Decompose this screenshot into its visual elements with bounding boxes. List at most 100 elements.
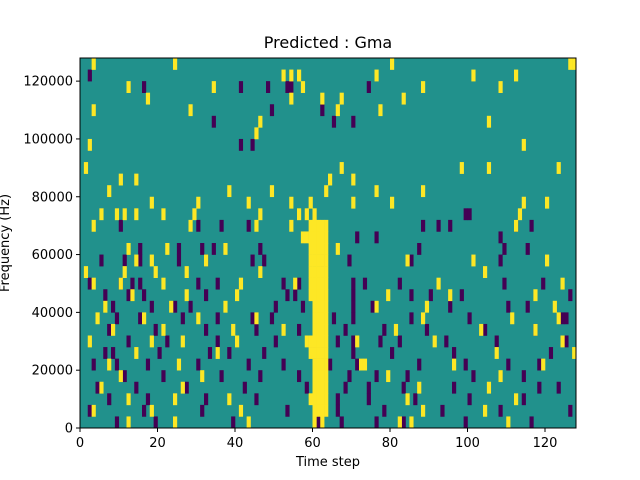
heatmap-cell-low xyxy=(331,312,337,325)
heatmap-cell-high xyxy=(308,254,313,267)
heatmap-cell-low xyxy=(452,347,457,359)
heatmap-cell-low xyxy=(374,231,379,244)
heatmap-cell-high xyxy=(91,219,96,232)
heatmap-cell-low xyxy=(409,289,414,302)
heatmap-cell-high xyxy=(99,381,104,394)
heatmap-cell-high xyxy=(533,289,538,302)
heatmap-cell-low xyxy=(448,219,453,232)
y-axis-label: Frequency (Hz) xyxy=(0,194,13,292)
heatmap-cell-low xyxy=(258,370,263,383)
heatmap-cell-low xyxy=(409,312,414,325)
heatmap-cell-high xyxy=(436,277,441,290)
heatmap-cell-high xyxy=(134,347,139,359)
heatmap-cell-high xyxy=(374,69,379,82)
heatmap-cell-low xyxy=(564,312,569,325)
heatmap-cell-high xyxy=(161,208,166,221)
heatmap-cell-high xyxy=(289,196,294,209)
heatmap-cell-high xyxy=(87,138,92,151)
heatmap-cell-low xyxy=(103,289,108,302)
heatmap-cell-low xyxy=(238,81,244,93)
heatmap-cell-low xyxy=(138,312,143,325)
heatmap-cell-high xyxy=(126,416,131,429)
heatmap-cell-high xyxy=(320,358,325,371)
heatmap-cell-high xyxy=(312,404,317,417)
heatmap-cell-low xyxy=(448,300,453,313)
heatmap-cell-low xyxy=(548,347,554,359)
heatmap-cell-high xyxy=(421,185,426,198)
heatmap-cell-high xyxy=(200,370,205,383)
y-tick-label: 0 xyxy=(65,422,73,437)
heatmap-cell-low xyxy=(355,231,360,244)
heatmap-cell-high xyxy=(533,323,538,336)
heatmap-cell-high xyxy=(432,335,437,348)
heatmap-cell-low xyxy=(273,300,278,313)
heatmap-cell-high xyxy=(483,266,488,278)
heatmap-cell-low xyxy=(362,277,368,290)
heatmap-cell-high xyxy=(149,335,154,348)
heatmap-cell-low xyxy=(122,370,127,383)
heatmap-cell-low xyxy=(568,289,573,302)
heatmap-cell-high xyxy=(401,92,406,105)
heatmap-cell-high xyxy=(324,289,329,302)
heatmap-cell-high xyxy=(107,185,112,198)
heatmap-cell-high xyxy=(316,404,321,417)
heatmap-cell-high xyxy=(153,266,158,278)
heatmap-cell-high xyxy=(393,323,399,336)
heatmap-cell-high xyxy=(145,92,151,105)
heatmap-cell-high xyxy=(409,416,414,429)
heatmap-cell-low xyxy=(215,312,220,325)
heatmap-cell-high xyxy=(316,300,321,313)
heatmap-cell-high xyxy=(231,323,236,336)
heatmap-cell-high xyxy=(328,173,333,186)
heatmap-cell-high xyxy=(227,393,232,406)
heatmap-cell-high xyxy=(320,92,325,105)
heatmap-cell-low xyxy=(351,289,356,302)
heatmap-cell-low xyxy=(250,254,255,267)
heatmap-cell-high xyxy=(541,358,546,371)
heatmap-cell-low xyxy=(347,370,352,383)
heatmap-cell-high xyxy=(312,381,317,394)
heatmap-cell-high xyxy=(514,219,519,232)
heatmap-cell-low xyxy=(413,393,418,406)
heatmap-cell-high xyxy=(281,323,286,336)
heatmap-cell-high xyxy=(134,254,139,267)
heatmap-cell-high xyxy=(91,104,96,117)
heatmap-cell-low xyxy=(173,300,178,313)
heatmap-cell-high xyxy=(308,219,313,232)
heatmap-cell-high xyxy=(320,277,325,290)
heatmap-cell-high xyxy=(339,162,344,174)
heatmap-cell-low xyxy=(351,277,356,290)
heatmap-cell-low xyxy=(351,300,356,313)
heatmap-cell-high xyxy=(235,335,240,348)
heatmap-cell-low xyxy=(382,404,387,417)
heatmap-cell-low xyxy=(289,81,294,93)
heatmap-cell-high xyxy=(545,254,550,267)
heatmap-cell-high xyxy=(188,219,193,232)
heatmap-cell-high xyxy=(304,208,309,221)
heatmap-cell-high xyxy=(335,104,340,117)
heatmap-cell-high xyxy=(479,323,484,336)
heatmap-cell-high xyxy=(324,312,329,325)
heatmap-cell-high xyxy=(556,312,561,325)
heatmap-cell-low xyxy=(211,243,216,255)
heatmap-cell-high xyxy=(324,335,329,348)
heatmap-cell-high xyxy=(103,300,108,313)
heatmap-cell-low xyxy=(417,358,422,371)
heatmap-cell-low xyxy=(258,243,263,255)
heatmap-cell-high xyxy=(560,335,565,348)
heatmap-cell-high xyxy=(308,335,313,348)
heatmap-cell-high xyxy=(324,185,329,198)
heatmap-cell-high xyxy=(324,358,329,371)
heatmap-cell-high xyxy=(235,289,240,302)
heatmap-cell-high xyxy=(304,335,309,348)
heatmap-cell-high xyxy=(169,300,174,313)
heatmap-cell-high xyxy=(572,58,577,70)
heatmap-cell-low xyxy=(269,312,275,325)
heatmap-cell-low xyxy=(370,300,375,313)
heatmap-cell-high xyxy=(324,254,329,267)
heatmap-cell-low xyxy=(304,381,309,394)
heatmap-cell-low xyxy=(459,289,464,302)
heatmap-cell-high xyxy=(362,358,368,371)
y-tick-label: 20000 xyxy=(32,364,73,379)
heatmap-cell-high xyxy=(316,381,321,394)
